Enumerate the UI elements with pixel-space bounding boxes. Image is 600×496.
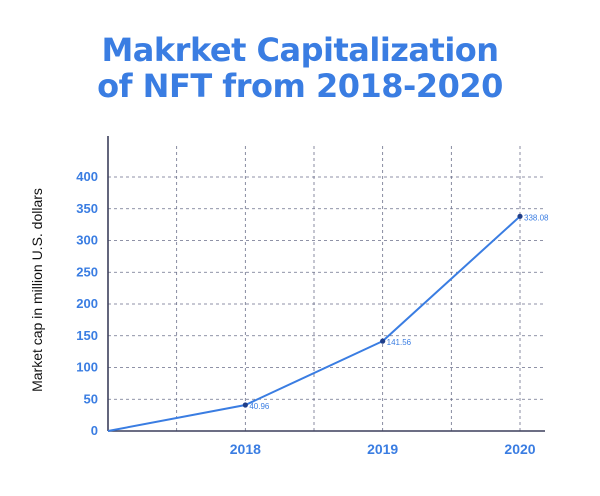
data-point [517, 213, 523, 219]
chart-title-line-2: of NFT from 2018-2020 [97, 67, 503, 105]
series-line [107, 215, 521, 432]
y-tick-label: 400 [76, 169, 98, 184]
y-tick-label: 100 [76, 360, 98, 375]
series-group: 40.96 141.56 338.08 [107, 213, 549, 432]
y-axis-label: Market cap in million U.S. dollars [29, 188, 45, 392]
y-tick-label: 0 [91, 423, 98, 438]
data-label: 40.96 [249, 402, 270, 411]
x-tick-label: 2019 [367, 441, 398, 457]
y-tick-label: 300 [76, 233, 98, 248]
y-tick-label: 150 [76, 328, 98, 343]
chart-title-line-1: Makrket Capitalization [101, 31, 499, 69]
y-tick-label: 250 [76, 264, 98, 279]
grid-lines [108, 146, 545, 431]
x-tick-label: 2018 [230, 441, 261, 457]
x-tick-label: 2020 [504, 441, 535, 457]
axes [107, 136, 545, 432]
data-label: 141.56 [387, 338, 412, 347]
data-point [242, 402, 248, 408]
y-tick-label: 350 [76, 201, 98, 216]
x-tick-labels: 2018 2019 2020 [230, 441, 536, 457]
data-point [380, 338, 386, 344]
y-tick-labels: 0 50 100 150 200 250 300 350 400 [76, 169, 98, 438]
data-label: 338.08 [524, 213, 549, 222]
y-tick-label: 50 [84, 391, 98, 406]
y-tick-label: 200 [76, 296, 98, 311]
